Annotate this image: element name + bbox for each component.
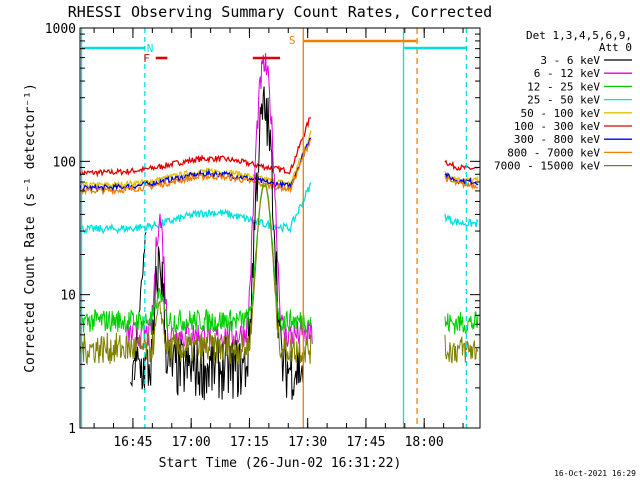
- night-flag-label: N: [147, 42, 154, 55]
- x-axis-label: Start Time (26-Jun-02 16:31:22): [159, 456, 402, 471]
- flare-flag-label: F: [143, 52, 150, 65]
- legend-label: 7000 - 15000 keV: [494, 160, 600, 173]
- series-line: [444, 175, 479, 190]
- series-line: [444, 310, 479, 335]
- legend-label: 12 - 25 keV: [527, 80, 600, 93]
- y-tick-label: 100: [53, 155, 76, 170]
- legend-label: 300 - 800 keV: [514, 133, 600, 146]
- legend-label: 100 - 300 keV: [514, 120, 600, 133]
- legend-header-line-2: Att 0: [599, 41, 632, 54]
- y-tick-label: 1000: [45, 22, 76, 37]
- series-line: [444, 334, 479, 364]
- legend-label: 800 - 7000 keV: [507, 146, 600, 159]
- series-line: [444, 213, 479, 228]
- plot-frame: [79, 27, 481, 429]
- x-tick-label: 17:45: [346, 435, 385, 450]
- legend-label: 50 - 100 keV: [521, 107, 601, 120]
- legend-label: 3 - 6 keV: [540, 54, 600, 67]
- legend-label: 6 - 12 keV: [534, 67, 601, 80]
- x-tick-label: 16:45: [113, 435, 152, 450]
- series-line: [444, 159, 479, 171]
- legend-label: 25 - 50 keV: [527, 94, 600, 107]
- x-tick-label: 18:00: [405, 435, 444, 450]
- plot-area: NF S 1 10 100 1000 16:45 17:00 17:15 17:30 17:45 18…: [45, 22, 481, 450]
- y-tick-label: 1: [68, 422, 76, 437]
- y-axis-label: Corrected Count Rate (s⁻¹ detector⁻¹): [23, 83, 38, 373]
- series-line: [80, 185, 312, 366]
- x-tick-label: 17:15: [230, 435, 269, 450]
- x-tick-label: 17:00: [172, 435, 211, 450]
- series-line: [133, 86, 305, 401]
- legend-header-line-1: Det 1,3,4,5,6,9,: [526, 29, 632, 42]
- chart-title: RHESSI Observing Summary Count Rates, Co…: [68, 3, 492, 21]
- x-tick-label: 17:30: [288, 435, 327, 450]
- y-tick-label: 10: [60, 289, 76, 304]
- series-line: [80, 182, 312, 235]
- saa-flag-label: S: [289, 34, 296, 47]
- series-line: [80, 183, 312, 334]
- series-line: [444, 172, 479, 186]
- print-timestamp: 16-Oct-2021 16:29: [554, 469, 636, 478]
